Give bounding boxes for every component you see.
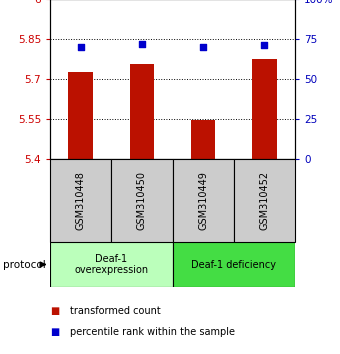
Bar — [172, 159, 234, 242]
Text: Deaf-1
overexpression: Deaf-1 overexpression — [74, 254, 148, 275]
Text: percentile rank within the sample: percentile rank within the sample — [70, 327, 235, 337]
Text: GSM310448: GSM310448 — [75, 171, 86, 230]
Text: GSM310452: GSM310452 — [259, 171, 269, 230]
Bar — [191, 120, 215, 159]
Bar — [50, 159, 111, 242]
Text: GSM310449: GSM310449 — [198, 171, 208, 230]
Text: protocol: protocol — [3, 259, 46, 269]
Bar — [234, 159, 295, 242]
Bar — [172, 242, 295, 287]
Point — [200, 44, 206, 50]
Point — [262, 42, 267, 48]
Text: ■: ■ — [50, 327, 59, 337]
Bar — [50, 242, 172, 287]
Bar — [130, 64, 154, 159]
Text: GSM310450: GSM310450 — [137, 171, 147, 230]
Text: Deaf-1 deficiency: Deaf-1 deficiency — [191, 259, 276, 269]
Text: transformed count: transformed count — [70, 306, 161, 316]
Point — [78, 44, 83, 50]
Bar — [111, 159, 172, 242]
Text: ■: ■ — [50, 306, 59, 316]
Bar — [68, 72, 93, 159]
Bar — [252, 59, 277, 159]
Point — [139, 41, 144, 47]
